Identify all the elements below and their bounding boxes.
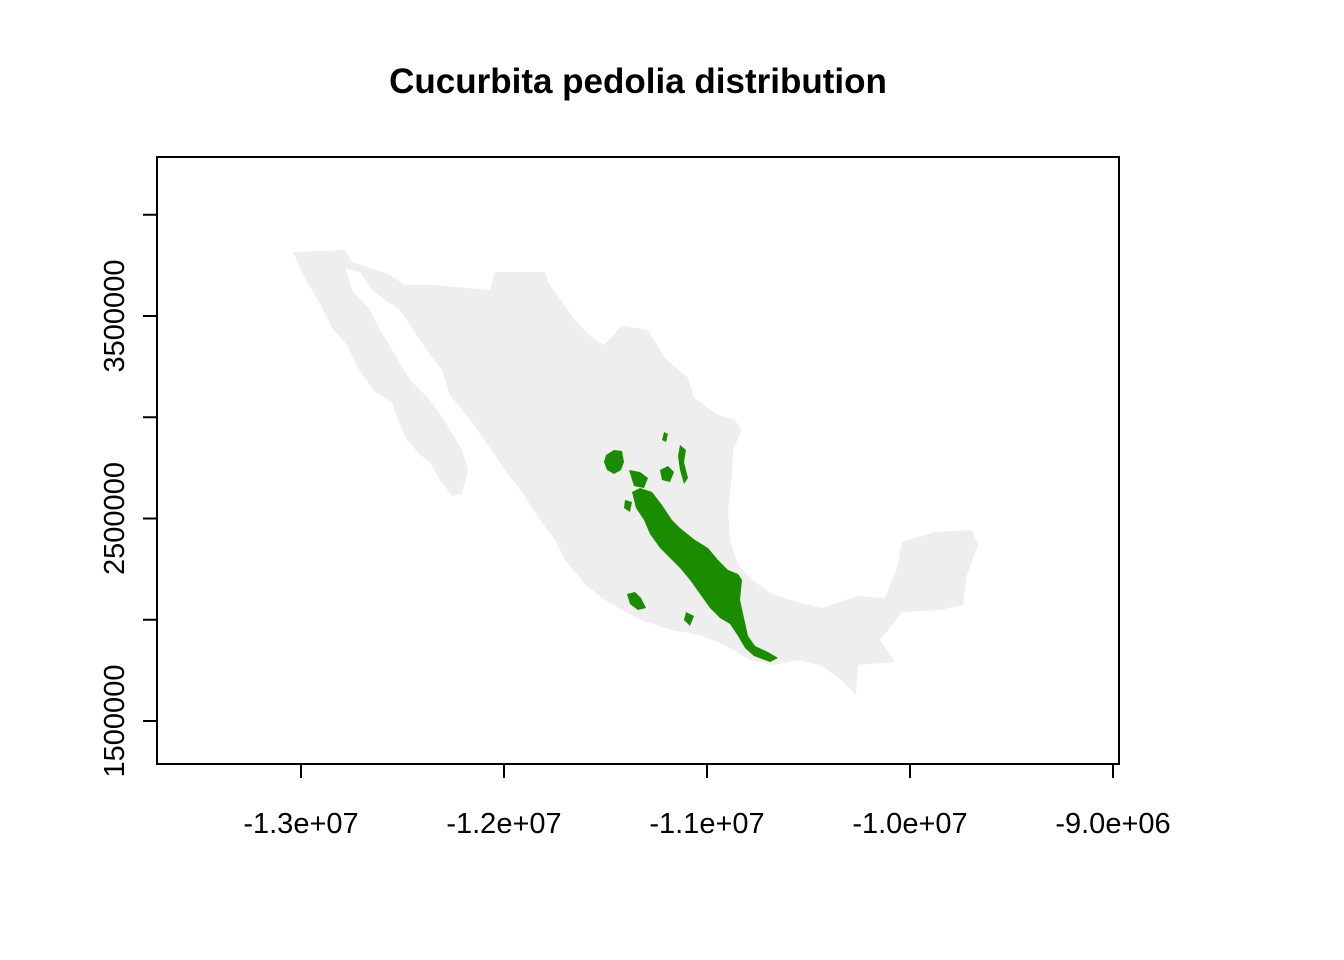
distribution-patch-8 xyxy=(624,500,632,512)
distribution-patch-4 xyxy=(678,445,688,484)
y-tick-label: 3500000 xyxy=(99,260,131,373)
y-axis: 1500000 2500000 3500000 xyxy=(99,213,157,778)
distribution-patch-7 xyxy=(662,432,668,442)
distribution-patch-6 xyxy=(684,612,694,626)
x-axis: -1.3e+07 -1.2e+07 -1.1e+07 -1.0e+07 -9.0e+06 xyxy=(243,764,1171,840)
x-tick-label: -1.2e+07 xyxy=(446,808,561,840)
plot-frame xyxy=(156,156,1120,765)
x-tick-label: -1.0e+07 xyxy=(852,808,967,840)
x-tick-label: -9.0e+06 xyxy=(1055,808,1170,840)
map-layers xyxy=(293,250,978,695)
x-tick-label: -1.3e+07 xyxy=(243,808,358,840)
distribution-patch-3 xyxy=(660,466,674,482)
y-tick-label: 1500000 xyxy=(99,665,131,778)
distribution-patch-5 xyxy=(627,592,646,610)
plot-title: Cucurbita pedolia distribution xyxy=(389,62,887,101)
distribution-patches xyxy=(604,432,778,662)
x-tick-label: -1.1e+07 xyxy=(649,808,764,840)
distribution-north-patch xyxy=(604,450,624,474)
y-tick-label: 2500000 xyxy=(99,462,131,575)
distribution-patch-2 xyxy=(629,470,648,488)
distribution-main-patch xyxy=(632,488,778,662)
